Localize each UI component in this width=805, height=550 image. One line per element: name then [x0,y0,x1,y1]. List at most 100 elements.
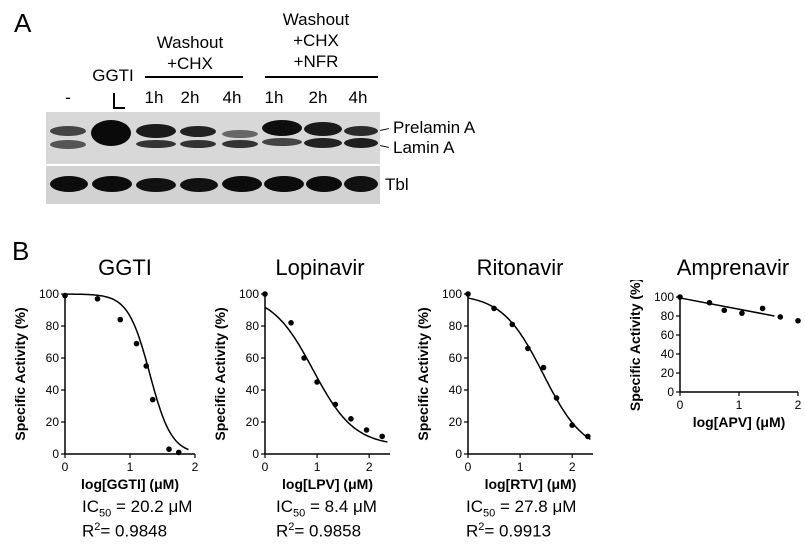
prelamin-label: Prelamin A [393,118,476,137]
band [306,176,342,192]
lane-label-1h-b: 1h [264,88,284,107]
y-tick-label: 100 [239,287,259,301]
band [180,126,216,137]
x-axis-label: log[LPV] (μM) [282,476,373,492]
chart-amprenavir: 0 20 40 60 80 100 0 1 2 log[APV] (μM) Specific Act… [627,280,802,430]
x-tick-label: 1 [517,460,524,474]
y-tick-label: 60 [46,351,60,365]
lane-label-1h-a: 1h [144,88,164,107]
blot-tubulin [46,166,380,204]
x-tick-label: 1 [736,398,743,412]
band [50,140,86,149]
y-tick-label: 60 [246,351,260,365]
y-axis-label: Specific Activity (%) [627,280,643,411]
band [136,124,176,138]
data-point [553,395,560,401]
data-point [465,291,471,297]
band [344,126,378,136]
band [344,138,378,148]
data-point [117,316,124,323]
x-tick-label: 0 [262,460,269,474]
y-axis-label: Specific Activity (%) [212,307,228,440]
data-point [133,340,140,347]
data-point [379,433,385,440]
band [180,140,216,148]
lane-label-control: - [65,88,71,107]
lane-label-2h-b: 2h [308,88,328,107]
prelamin-tick [379,128,390,131]
ic50-ritonavir: IC50 = 27.8 μM [466,497,577,520]
data-point [584,433,591,440]
data-point [795,317,801,324]
y-tick-label: 20 [46,415,60,429]
y-axis-label: Specific Activity (%) [415,307,431,440]
group2-line2: +CHX [293,31,339,50]
band [91,120,131,146]
band [304,138,342,148]
data-point [288,320,294,326]
chart-title-amprenavir: Amprenavir [676,255,790,280]
ic50-lopinavir: IC50 = 8.4 μM [276,497,377,520]
data-point [166,446,172,452]
data-point [759,305,766,312]
x-tick-label: 1 [314,460,321,474]
data-point [348,416,354,422]
data-point [149,396,156,403]
y-tick-label: 100 [442,287,462,301]
y-tick-label: 60 [661,328,675,342]
x-tick-label: 2 [795,398,802,412]
y-tick-label: 60 [449,351,463,365]
y-tick-label: 80 [449,319,463,333]
y-tick-label: 0 [667,385,674,399]
y-tick-label: 80 [246,319,260,333]
r2-ritonavir: R2= 0.9913 [466,521,552,541]
data-point [491,305,497,312]
fit-curve [679,297,775,317]
group1-header: Washout +CHX [140,32,240,74]
lane-label-2h-a: 2h [180,88,200,107]
data-point [363,427,370,433]
data-point [143,363,150,369]
y-tick-label: 40 [246,383,260,397]
lamin-tick [379,145,390,148]
group2-line3: +NFR [293,52,339,71]
data-point [721,307,728,314]
lane-label-4h-b: 4h [348,88,368,107]
data-point [332,401,339,408]
y-tick-label: 0 [52,447,59,461]
x-tick-label: 1 [127,460,134,474]
x-tick-label: 0 [465,460,472,474]
group2-bracket [265,76,378,78]
data-point [706,299,713,306]
ggti-bracket [113,93,125,109]
data-point [739,310,745,316]
group2-header: Washout +CHX +NFR [266,9,366,72]
ic50-ggti: IC50 = 20.2 μM [82,497,193,520]
group1-bracket [145,76,243,78]
y-tick-label: 80 [661,309,675,323]
data-point [540,364,547,371]
data-point [777,314,784,320]
y-tick-label: 20 [661,366,675,380]
y-tick-label: 20 [246,415,260,429]
band [344,176,378,192]
x-tick-label: 0 [677,398,684,412]
chart-ggti: 0 20 40 60 80 100 0 1 2 log[GGTI] (μM) Specific Ac… [12,287,199,492]
r2-ggti: R2= 0.9848 [82,521,168,541]
x-axis-label: log[RTV] (μM) [485,476,577,492]
y-tick-label: 20 [449,415,463,429]
chart-title-ritonavir: Ritonavir [476,255,564,280]
data-point [525,345,531,352]
band [92,176,132,192]
data-point [301,355,307,361]
y-tick-label: 80 [46,319,60,333]
lane-label-ggti: GGTI [92,66,134,85]
y-tick-label: 100 [39,287,59,301]
lamin-label: Lamin A [393,138,455,157]
data-point [569,422,575,428]
data-point [509,321,516,328]
y-tick-label: 100 [654,290,674,304]
band [262,138,302,146]
chart-ritonavir: 0 20 40 60 80 100 0 1 2 log[RTV] (μM) Specific Act… [415,287,593,492]
band [180,178,218,192]
